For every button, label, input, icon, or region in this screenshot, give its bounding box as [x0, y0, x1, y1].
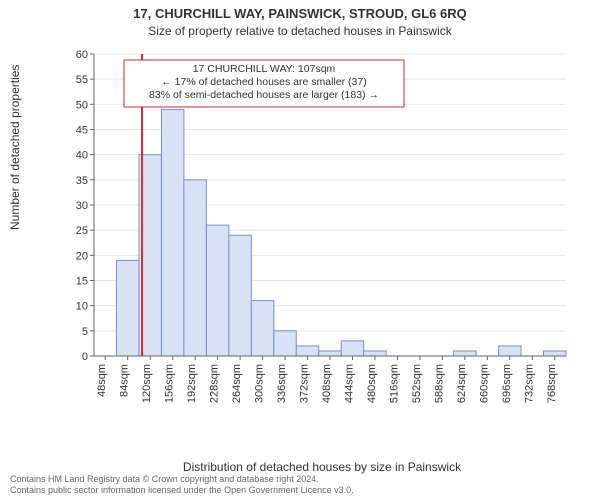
bar [544, 351, 566, 356]
bar [296, 346, 318, 356]
svg-text:192sqm: 192sqm [186, 364, 198, 403]
svg-text:480sqm: 480sqm [366, 364, 378, 403]
figure-subtitle: Size of property relative to detached ho… [0, 24, 600, 38]
bar [116, 260, 138, 356]
svg-text:15: 15 [76, 276, 88, 288]
chart-plot-area: 0 5 10 15 20 25 30 35 40 45 50 55 60 48sqm 84sqm 120sqm… [72, 50, 572, 410]
y-axis-label: Number of detached properties [8, 65, 22, 230]
svg-text:660sqm: 660sqm [478, 364, 490, 403]
footnote-line: Contains HM Land Registry data © Crown c… [10, 474, 590, 485]
svg-text:696sqm: 696sqm [501, 364, 513, 403]
svg-text:25: 25 [76, 225, 88, 237]
svg-text:732sqm: 732sqm [523, 364, 535, 403]
bar [229, 235, 251, 356]
svg-text:0: 0 [82, 351, 88, 363]
svg-text:50: 50 [76, 99, 88, 111]
footnote: Contains HM Land Registry data © Crown c… [10, 474, 590, 496]
bar [319, 351, 341, 356]
bar [251, 301, 273, 356]
bar [274, 331, 296, 356]
svg-text:30: 30 [76, 200, 88, 212]
svg-text:10: 10 [76, 301, 88, 313]
figure: 17, CHURCHILL WAY, PAINSWICK, STROUD, GL… [0, 0, 600, 500]
svg-text:156sqm: 156sqm [164, 364, 176, 403]
annotation-text: ← 17% of detached houses are smaller (37… [161, 76, 366, 88]
x-axis-label: Distribution of detached houses by size … [72, 460, 572, 474]
svg-text:45: 45 [76, 125, 88, 137]
svg-text:408sqm: 408sqm [321, 364, 333, 403]
svg-text:444sqm: 444sqm [343, 364, 355, 403]
svg-text:55: 55 [76, 74, 88, 86]
svg-text:20: 20 [76, 250, 88, 262]
svg-text:264sqm: 264sqm [231, 364, 243, 403]
svg-text:768sqm: 768sqm [546, 364, 558, 403]
bar [499, 346, 521, 356]
bar [206, 225, 228, 356]
svg-text:5: 5 [82, 326, 88, 338]
svg-text:228sqm: 228sqm [209, 364, 221, 403]
figure-title: 17, CHURCHILL WAY, PAINSWICK, STROUD, GL… [0, 6, 600, 21]
svg-text:516sqm: 516sqm [388, 364, 400, 403]
bar [161, 109, 183, 356]
svg-text:336sqm: 336sqm [276, 364, 288, 403]
svg-text:48sqm: 48sqm [96, 364, 108, 397]
svg-text:84sqm: 84sqm [119, 364, 131, 397]
bar [364, 351, 386, 356]
bar [454, 351, 476, 356]
footnote-line: Contains public sector information licen… [10, 485, 590, 496]
svg-text:372sqm: 372sqm [299, 364, 311, 403]
bar [341, 341, 363, 356]
svg-text:120sqm: 120sqm [141, 364, 153, 403]
svg-text:624sqm: 624sqm [456, 364, 468, 403]
svg-text:60: 60 [76, 50, 88, 61]
svg-text:552sqm: 552sqm [411, 364, 423, 403]
svg-text:588sqm: 588sqm [433, 364, 445, 403]
bar [184, 180, 206, 356]
svg-text:300sqm: 300sqm [254, 364, 266, 403]
annotation-text: 83% of semi-detached houses are larger (… [149, 89, 379, 101]
svg-text:35: 35 [76, 175, 88, 187]
chart-svg: 0 5 10 15 20 25 30 35 40 45 50 55 60 48sqm 84sqm 120sqm… [72, 50, 572, 410]
annotation-text: 17 CHURCHILL WAY: 107sqm [193, 63, 336, 75]
svg-text:40: 40 [76, 150, 88, 162]
